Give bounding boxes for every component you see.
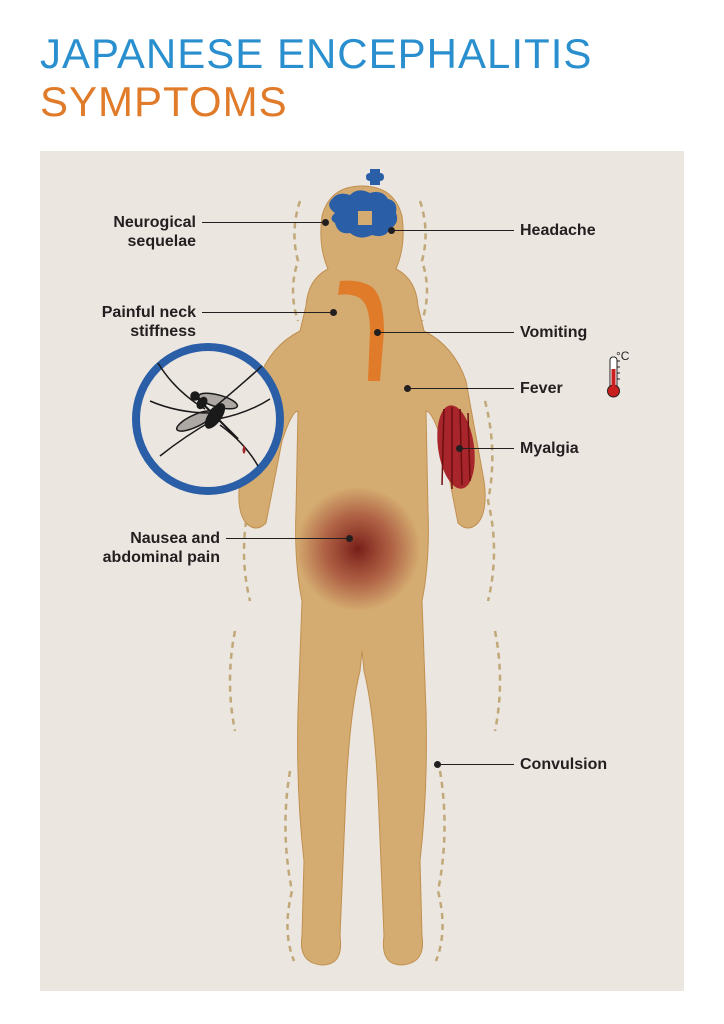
label-right-1: Vomiting xyxy=(520,323,680,342)
label-left-0: Neurogicalsequelae xyxy=(36,213,196,251)
dot-right-3 xyxy=(456,445,463,452)
label-left-1: Painful neckstiffness xyxy=(36,303,196,341)
leader-right-1 xyxy=(378,332,514,333)
leader-left-1 xyxy=(202,312,330,313)
dot-right-4 xyxy=(434,761,441,768)
label-right-2: Fever xyxy=(520,379,680,398)
title-line1: JAPANESE ENCEPHALITIS xyxy=(40,30,684,78)
leader-right-4 xyxy=(438,764,514,765)
label-left-2: Nausea andabdominal pain xyxy=(60,529,220,567)
thermometer-label: °C xyxy=(616,349,629,363)
dot-right-1 xyxy=(374,329,381,336)
dot-left-0 xyxy=(322,219,329,226)
leader-right-0 xyxy=(392,230,514,231)
leader-left-2 xyxy=(226,538,346,539)
label-right-0: Headache xyxy=(520,221,680,240)
dot-right-0 xyxy=(388,227,395,234)
leader-right-2 xyxy=(408,388,514,389)
dot-right-2 xyxy=(404,385,411,392)
body-illustration xyxy=(40,151,684,991)
label-right-4: Convulsion xyxy=(520,755,680,774)
title-line2: SYMPTOMS xyxy=(40,78,684,126)
label-right-3: Myalgia xyxy=(520,439,680,458)
leader-right-3 xyxy=(460,448,514,449)
leader-left-0 xyxy=(202,222,322,223)
dot-left-2 xyxy=(346,535,353,542)
diagram-panel: NeurogicalsequelaePainful neckstiffnessN… xyxy=(40,151,684,991)
dot-left-1 xyxy=(330,309,337,316)
